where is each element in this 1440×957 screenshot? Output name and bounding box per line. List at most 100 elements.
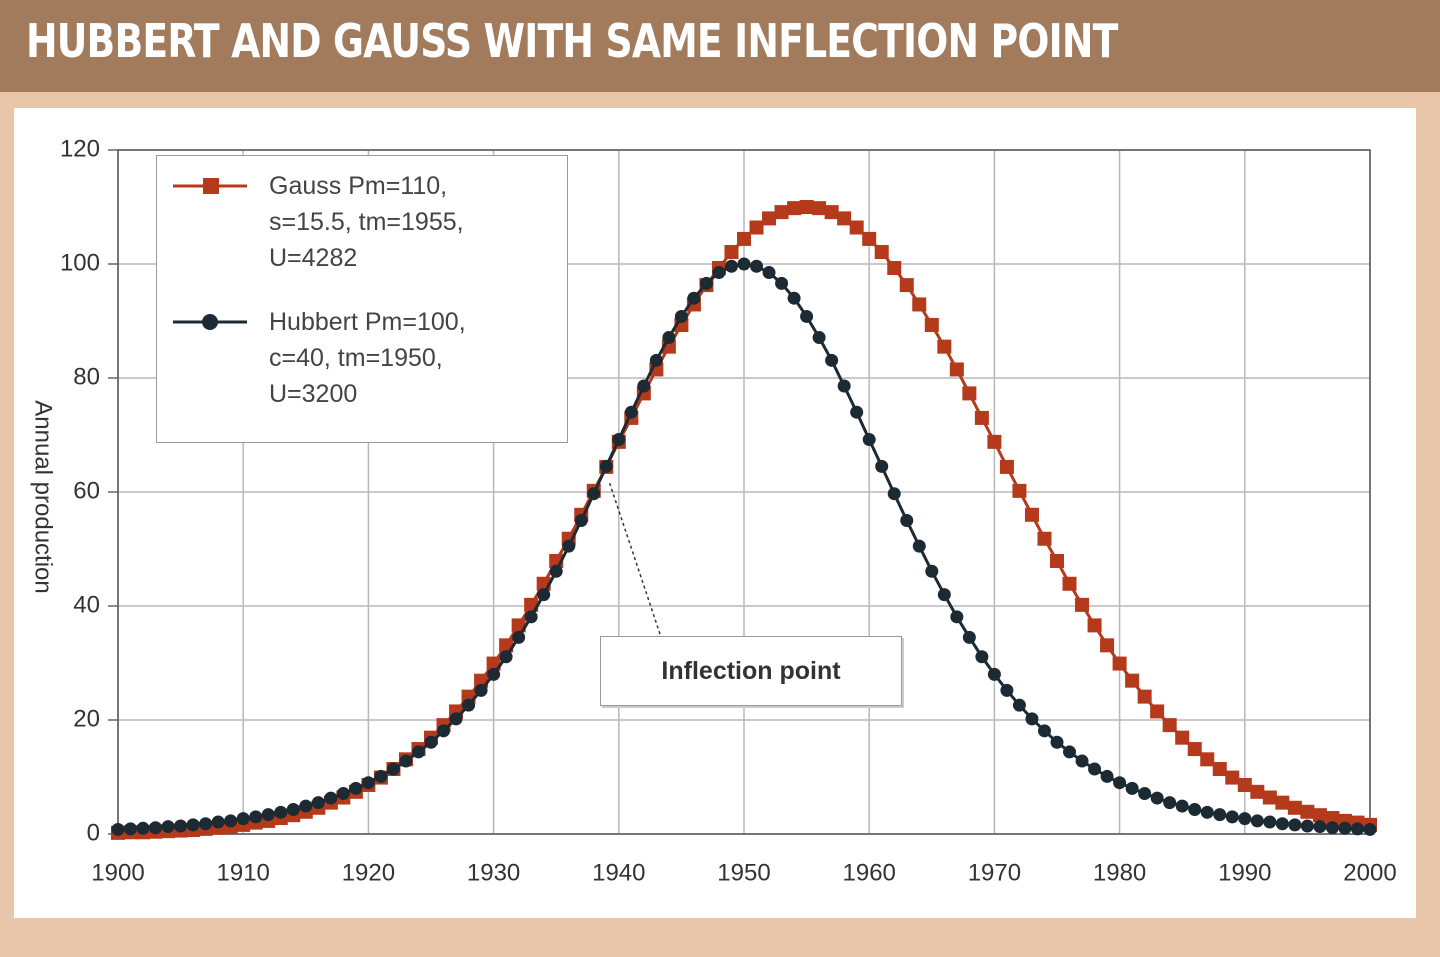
series bbox=[111, 257, 1377, 836]
data-point bbox=[1262, 790, 1277, 805]
y-tick-label: 40 bbox=[73, 591, 100, 618]
data-point bbox=[1150, 704, 1165, 719]
data-point bbox=[937, 588, 951, 602]
data-point bbox=[1175, 799, 1189, 813]
data-point bbox=[274, 805, 288, 819]
data-point bbox=[800, 309, 814, 323]
data-point bbox=[825, 353, 839, 367]
data-point bbox=[662, 331, 676, 345]
y-tick-label: 0 bbox=[87, 819, 100, 846]
x-tick-label: 1910 bbox=[217, 859, 270, 886]
data-point bbox=[1113, 776, 1127, 790]
data-point bbox=[1024, 507, 1039, 522]
data-point bbox=[874, 245, 889, 260]
data-point bbox=[749, 220, 764, 235]
data-point bbox=[437, 724, 451, 738]
data-point bbox=[1225, 810, 1239, 824]
data-point bbox=[1250, 814, 1264, 828]
data-point bbox=[774, 205, 789, 220]
data-point bbox=[499, 650, 513, 664]
data-point bbox=[1237, 777, 1252, 792]
data-point bbox=[512, 630, 526, 644]
data-point bbox=[336, 787, 350, 801]
data-point bbox=[1288, 818, 1302, 832]
data-point bbox=[999, 459, 1014, 474]
data-point bbox=[850, 405, 864, 419]
data-point bbox=[1287, 800, 1302, 815]
x-tick-label: 1900 bbox=[91, 859, 144, 886]
data-point bbox=[1338, 821, 1352, 835]
data-point bbox=[674, 309, 688, 323]
data-point bbox=[787, 201, 802, 216]
data-point bbox=[124, 822, 138, 836]
data-point bbox=[1250, 784, 1265, 799]
y-tick-label: 20 bbox=[73, 705, 100, 732]
data-point bbox=[1125, 781, 1139, 795]
data-point bbox=[787, 291, 801, 305]
data-point bbox=[1188, 802, 1202, 816]
data-point bbox=[762, 211, 777, 226]
data-point bbox=[374, 769, 388, 783]
data-point bbox=[1313, 820, 1327, 834]
data-point bbox=[1087, 618, 1102, 633]
x-tick-label: 2000 bbox=[1343, 859, 1396, 886]
data-point bbox=[762, 266, 776, 280]
data-point bbox=[136, 821, 150, 835]
y-tick-label: 120 bbox=[60, 135, 100, 162]
data-point bbox=[462, 698, 476, 712]
data-point bbox=[361, 776, 375, 790]
data-point bbox=[637, 379, 651, 393]
data-point bbox=[887, 260, 902, 275]
data-point bbox=[987, 667, 1001, 681]
data-point bbox=[249, 810, 263, 824]
data-point bbox=[1075, 597, 1090, 612]
data-point bbox=[1063, 745, 1077, 759]
data-point bbox=[974, 410, 989, 425]
data-point bbox=[1000, 683, 1014, 697]
data-point bbox=[537, 588, 551, 602]
data-point bbox=[261, 808, 275, 822]
plot-frame bbox=[117, 149, 1371, 835]
data-point bbox=[750, 259, 764, 273]
data-point bbox=[899, 278, 914, 293]
data-point bbox=[399, 754, 413, 768]
data-point bbox=[574, 514, 588, 527]
data-point bbox=[900, 514, 914, 527]
data-point bbox=[1275, 795, 1290, 810]
data-point bbox=[211, 815, 225, 829]
data-point bbox=[161, 820, 175, 834]
data-point bbox=[1037, 724, 1051, 738]
data-point bbox=[1175, 730, 1190, 745]
data-point bbox=[224, 814, 238, 828]
data-point bbox=[975, 650, 989, 664]
legend-marker bbox=[203, 178, 219, 194]
annotation: Inflection point bbox=[600, 636, 902, 706]
data-point bbox=[724, 245, 739, 260]
data-point bbox=[1137, 689, 1152, 704]
data-point bbox=[1100, 638, 1115, 653]
data-point bbox=[1062, 576, 1077, 591]
data-point bbox=[862, 231, 877, 246]
data-point bbox=[1012, 483, 1027, 498]
legend-label: Gauss Pm=110, s=15.5, tm=1955, U=4282 bbox=[269, 172, 464, 272]
data-point bbox=[699, 276, 713, 290]
y-axis-label: Annual production bbox=[30, 400, 57, 593]
chart-title: HUBBERT AND GAUSS WITH SAME INFLECTION P… bbox=[26, 14, 1118, 68]
data-point bbox=[775, 276, 789, 290]
data-point bbox=[1212, 762, 1227, 777]
y-tick-label: 80 bbox=[73, 363, 100, 390]
data-point bbox=[299, 799, 313, 813]
data-point bbox=[174, 819, 188, 833]
x-tick-label: 1970 bbox=[968, 859, 1021, 886]
data-point bbox=[386, 762, 400, 776]
data-point bbox=[449, 712, 463, 726]
data-point bbox=[712, 266, 726, 280]
data-point bbox=[649, 353, 663, 367]
legend-symbols bbox=[173, 178, 247, 330]
data-point bbox=[1088, 762, 1102, 776]
data-point bbox=[925, 564, 939, 578]
legend-marker bbox=[202, 314, 218, 330]
data-point bbox=[474, 683, 488, 697]
